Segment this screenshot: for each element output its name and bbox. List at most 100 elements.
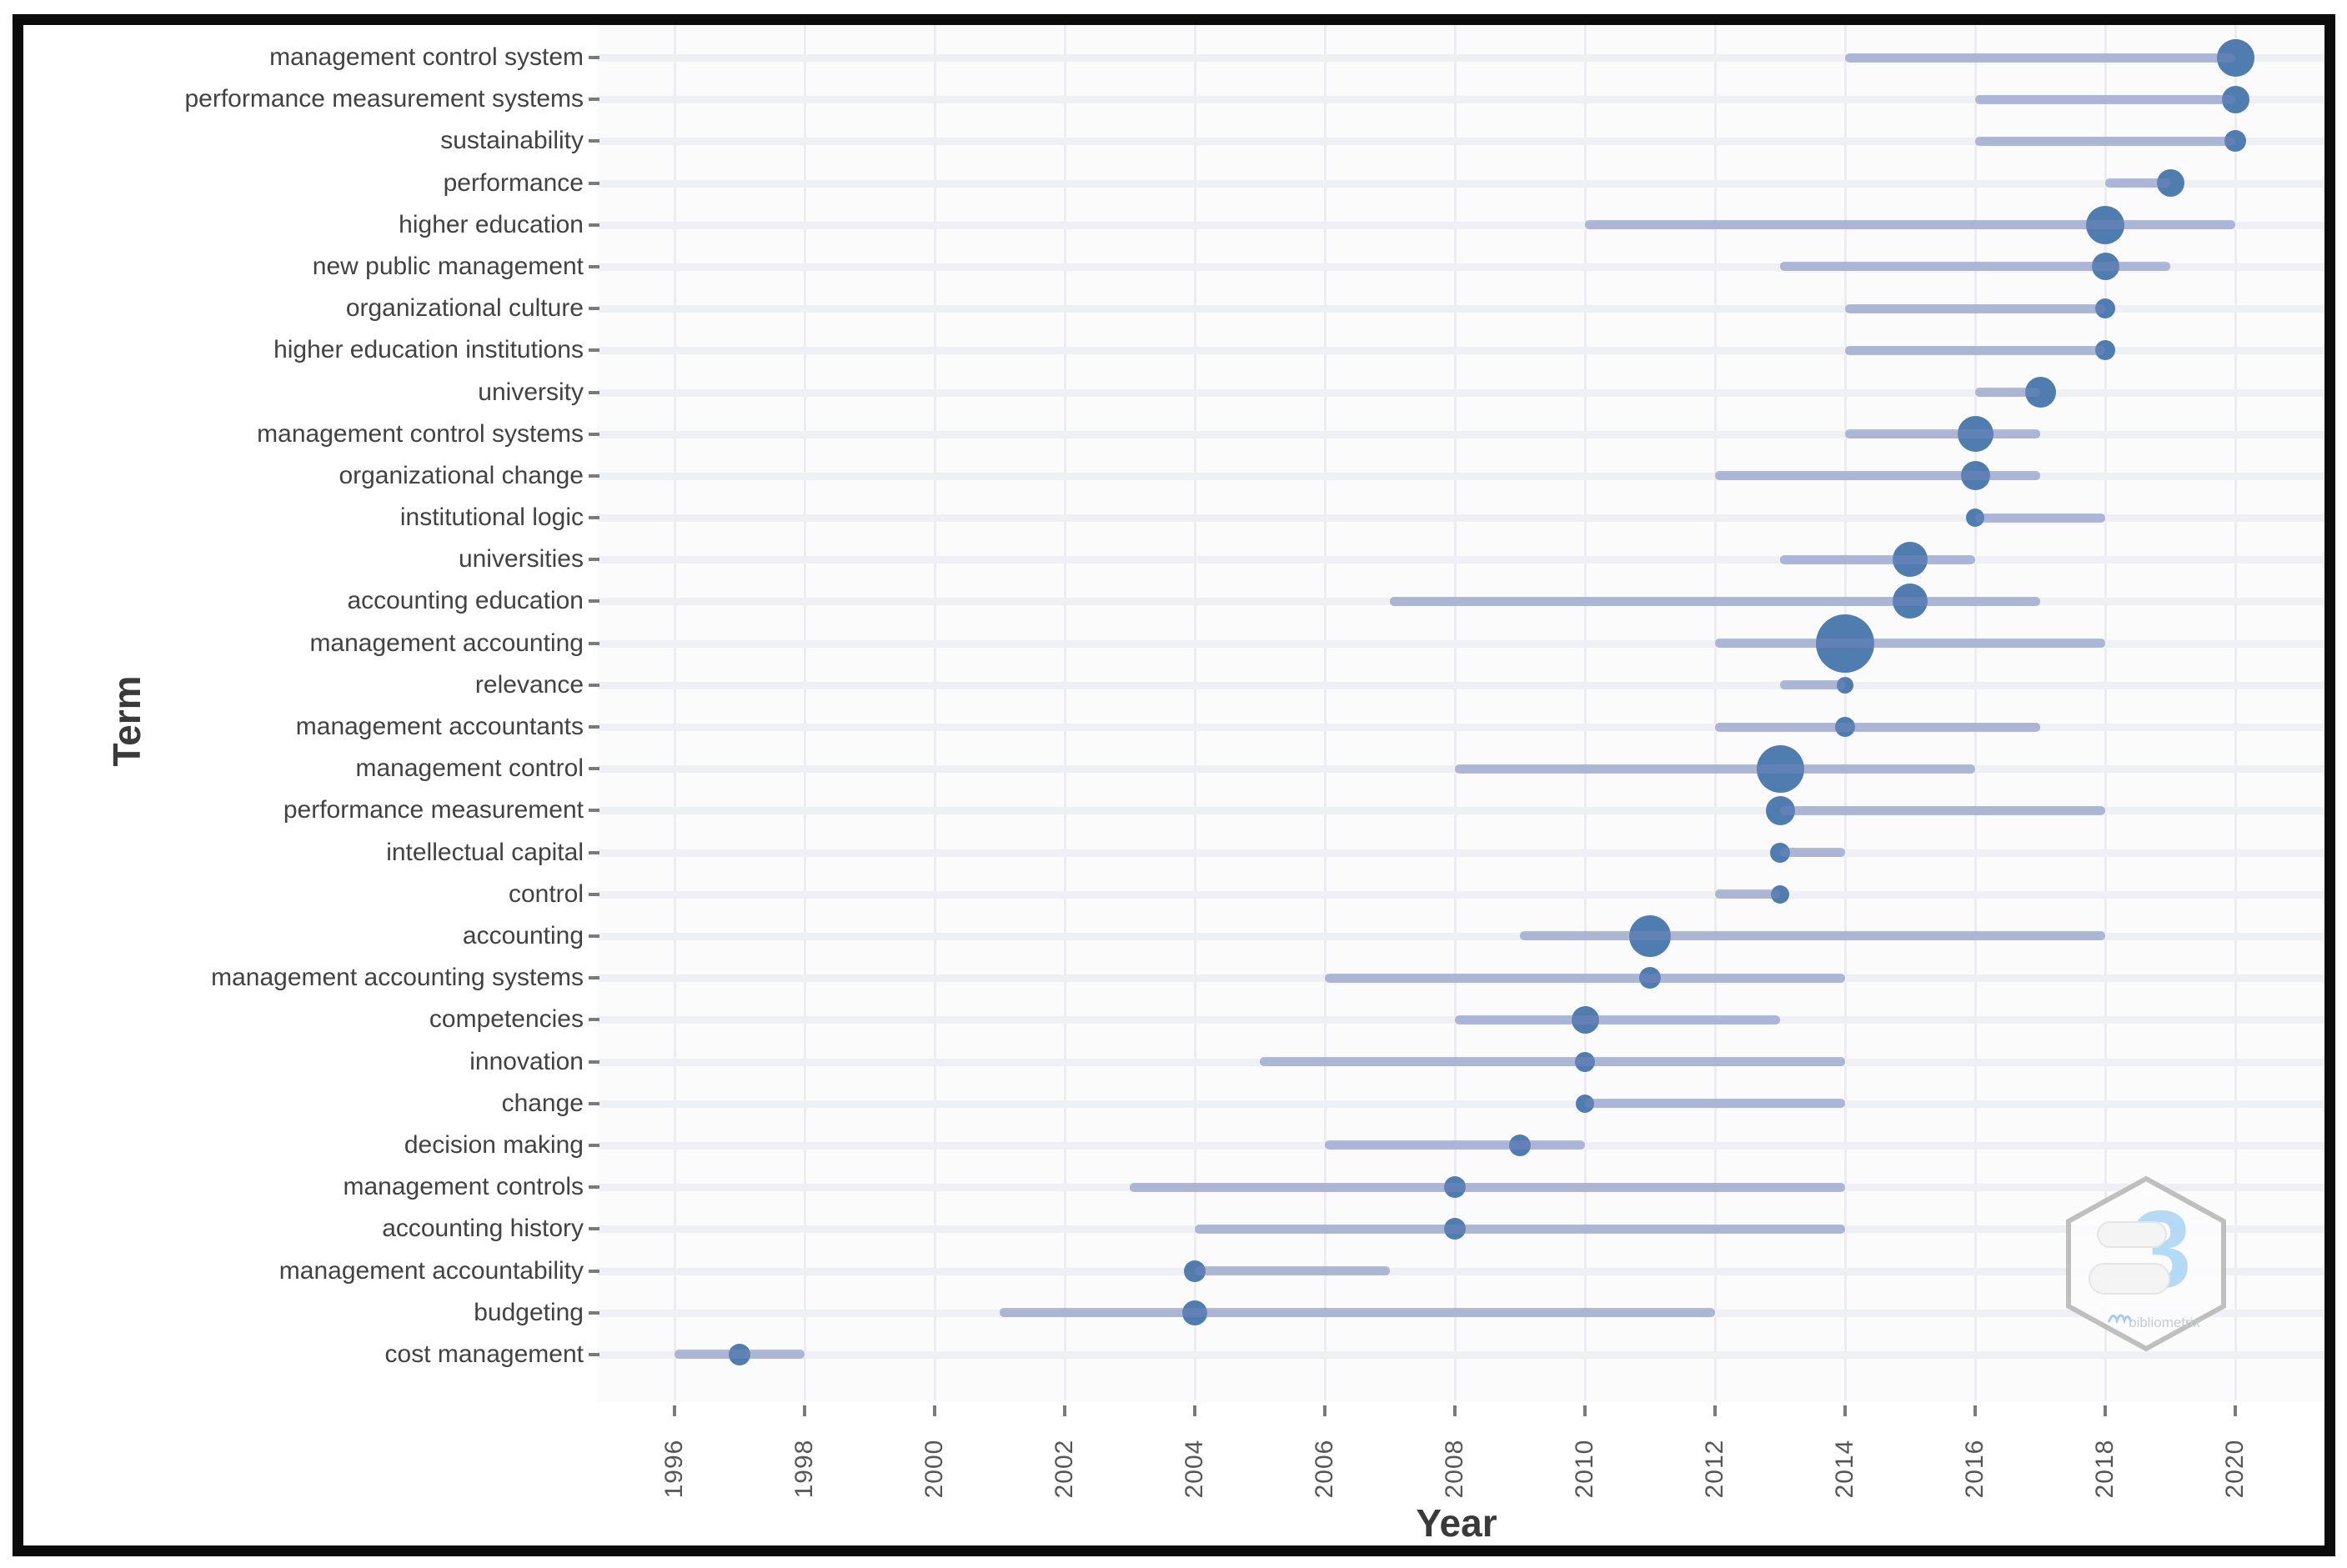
y-axis-tick: [589, 432, 599, 436]
term-year-range-line: [1975, 388, 2040, 398]
term-label: higher education institutions: [273, 336, 584, 364]
y-axis-tick: [589, 558, 599, 562]
term-year-range-line: [1195, 1224, 1845, 1234]
y-axis-tick: [589, 307, 599, 311]
x-gridline: [1194, 25, 1196, 1400]
y-axis-tick: [589, 1060, 599, 1064]
y-axis-tick: [589, 641, 599, 645]
y-axis-tick: [589, 1101, 599, 1105]
x-axis-tick: [1193, 1405, 1196, 1416]
x-gridline: [1454, 25, 1457, 1400]
term-year-range-line: [1845, 345, 2105, 355]
term-year-range-line: [1780, 848, 1845, 858]
term-label: organizational culture: [345, 294, 584, 323]
x-axis-tick: [2104, 1405, 2107, 1416]
logo-caption: bibliometrix: [2129, 1315, 2200, 1330]
y-axis-tick: [589, 1227, 599, 1231]
term-year-range-line: [1780, 680, 1845, 690]
term-label: accounting: [462, 921, 584, 949]
y-axis-tick: [589, 1352, 599, 1356]
y-gridline: [597, 54, 2333, 62]
term-label: university: [478, 378, 584, 406]
logo-bar-top: [2097, 1221, 2167, 1248]
term-label: management controls: [343, 1173, 584, 1201]
y-gridline: [597, 807, 2333, 815]
x-tick-label: 2020: [2221, 1439, 2249, 1499]
term-label: new public management: [312, 252, 584, 280]
x-gridline: [674, 25, 676, 1400]
y-axis-tick: [589, 139, 599, 143]
term-year-range-line: [1845, 429, 2040, 439]
logo-squiggle: [2107, 1314, 2133, 1325]
term-label: cost management: [384, 1340, 584, 1368]
y-gridline: [597, 138, 2333, 146]
y-axis-tick: [589, 976, 599, 980]
x-tick-label: 2016: [1961, 1439, 1988, 1499]
y-axis-tick: [589, 1310, 599, 1315]
y-axis-tick: [589, 98, 599, 102]
y-gridline: [597, 305, 2333, 313]
term-label: organizational change: [339, 461, 584, 489]
term-label: management control system: [269, 43, 584, 71]
term-label: institutional logic: [399, 503, 584, 532]
y-axis-tick: [589, 516, 599, 520]
y-gridline: [597, 221, 2333, 229]
term-label: relevance: [474, 670, 584, 699]
y-axis-tick: [589, 725, 599, 729]
term-year-range-line: [1520, 931, 2105, 941]
y-gridline: [597, 1267, 2333, 1275]
term-label: performance: [443, 168, 584, 197]
term-year-range-line: [1195, 1266, 1390, 1275]
y-axis-tick: [589, 1018, 599, 1022]
y-gridline: [597, 179, 2333, 188]
x-gridline: [1584, 25, 1587, 1400]
term-label: management accounting: [309, 629, 584, 657]
y-gridline: [597, 890, 2333, 899]
term-label: accounting education: [347, 587, 584, 615]
logo-bar-bottom: [2089, 1263, 2170, 1295]
x-axis-title: Year: [1416, 1501, 1497, 1545]
x-gridline: [1714, 25, 1717, 1400]
y-gridline: [597, 472, 2333, 480]
term-label: performance measurement: [283, 796, 584, 824]
y-axis-tick: [589, 934, 599, 938]
term-year-range-line: [1455, 764, 1975, 774]
term-year-range-line: [1325, 1140, 1585, 1150]
y-axis-tick: [589, 390, 599, 394]
term-year-range-line: [1975, 94, 2235, 104]
term-year-range-line: [1845, 303, 2105, 313]
y-axis-tick: [589, 809, 599, 813]
term-year-range-line: [1975, 136, 2235, 146]
term-label: management control systems: [257, 419, 584, 448]
y-axis-title: Term: [105, 675, 148, 767]
y-axis-tick: [589, 1269, 599, 1273]
x-axis-tick: [1583, 1405, 1587, 1416]
y-gridline: [597, 556, 2333, 564]
y-axis-tick: [589, 1185, 599, 1190]
term-year-range-line: [1715, 722, 2040, 732]
term-year-range-line: [1845, 53, 2235, 63]
x-axis-tick: [1453, 1405, 1457, 1416]
term-label: higher education: [399, 210, 584, 238]
y-gridline: [597, 263, 2333, 271]
y-axis-tick: [589, 473, 599, 478]
term-year-range-line: [1390, 596, 2040, 606]
term-label: innovation: [469, 1047, 584, 1075]
term-year-range-line: [1715, 471, 2040, 481]
term-label: management control: [355, 754, 584, 783]
term-year-range-line: [1780, 805, 2105, 815]
y-gridline: [597, 514, 2333, 523]
y-gridline: [597, 388, 2333, 397]
y-axis-tick: [589, 1143, 599, 1147]
x-gridline: [934, 25, 936, 1400]
y-axis-tick: [589, 683, 599, 687]
y-gridline: [597, 849, 2333, 857]
x-axis-tick: [1713, 1405, 1717, 1416]
x-gridline: [1844, 25, 1847, 1400]
y-axis-tick: [589, 181, 599, 185]
plot-panel-background: [597, 22, 2333, 1402]
y-axis-tick: [589, 599, 599, 604]
x-gridline: [1974, 25, 1977, 1400]
term-label: accounting history: [382, 1215, 584, 1243]
